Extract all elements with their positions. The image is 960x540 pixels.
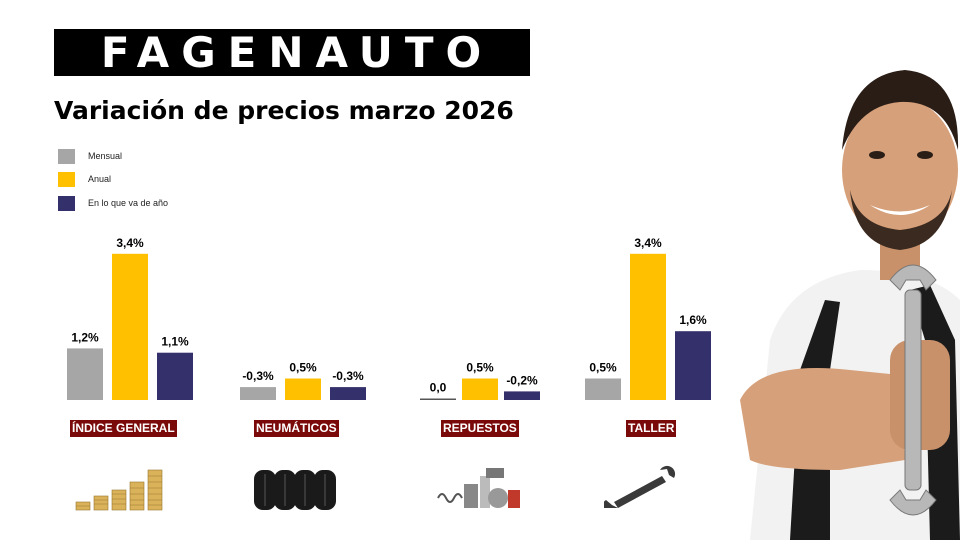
legend-swatch-anual xyxy=(58,171,75,187)
data-label-anual-1: 0,5% xyxy=(289,361,317,375)
data-label-ytd-0: 1,1% xyxy=(161,335,189,349)
legend-item-anual: Anual xyxy=(58,171,111,187)
wrench-icon xyxy=(604,465,676,508)
data-label-mensual-0: 1,2% xyxy=(71,330,99,344)
bar-anual-3 xyxy=(630,253,666,400)
data-label-ytd-1: -0,3% xyxy=(332,369,364,383)
data-label-ytd-3: 1,6% xyxy=(679,313,707,327)
bar-anual-1 xyxy=(285,378,321,400)
data-label-mensual-3: 0,5% xyxy=(589,361,617,375)
bar-mensual-3 xyxy=(585,378,621,400)
data-label-anual-0: 3,4% xyxy=(116,236,144,250)
bar-ytd-2 xyxy=(504,391,540,400)
data-label-ytd-2: -0,2% xyxy=(506,373,538,387)
data-label-anual-3: 3,4% xyxy=(634,236,662,250)
bar-anual-2 xyxy=(462,378,498,400)
bar-mensual-1 xyxy=(240,387,276,400)
legend-item-mensual: Mensual xyxy=(58,148,122,164)
bar-anual-0 xyxy=(112,253,148,400)
fagenauto-logo: FAGENAUTO xyxy=(54,28,530,77)
legend-item-ytd: En lo que va de año xyxy=(58,195,168,211)
legend-label-ytd: En lo que va de año xyxy=(88,198,169,208)
chart-title: Variación de precios marzo 2026 xyxy=(54,96,514,125)
category-label-taller: TALLER xyxy=(626,420,677,437)
bar-ytd-0 xyxy=(157,352,193,400)
tires-icon xyxy=(254,470,336,510)
data-label-mensual-1: -0,3% xyxy=(242,369,274,383)
bar-mensual-2 xyxy=(420,398,456,400)
category-label-neumaticos: NEUMÁTICOS xyxy=(254,420,339,437)
bar-ytd-1 xyxy=(330,387,366,400)
logo-text: FAGENAUTO xyxy=(100,28,494,77)
legend-swatch-ytd xyxy=(58,195,75,211)
auto-parts-icon xyxy=(437,468,520,508)
legend-label-mensual: Mensual xyxy=(88,151,123,161)
category-label-indice-general: ÍNDICE GENERAL xyxy=(70,420,177,437)
data-label-anual-2: 0,5% xyxy=(466,361,494,375)
coins-stack-icon xyxy=(75,469,163,511)
mechanic-photo xyxy=(740,70,960,540)
bar-mensual-0 xyxy=(67,348,103,400)
data-label-mensual-2: 0,0 xyxy=(430,381,447,395)
legend-label-anual: Anual xyxy=(88,174,112,184)
category-label-repuestos: REPUESTOS xyxy=(441,420,519,437)
legend-swatch-mensual xyxy=(58,148,75,164)
bar-ytd-3 xyxy=(675,331,711,400)
